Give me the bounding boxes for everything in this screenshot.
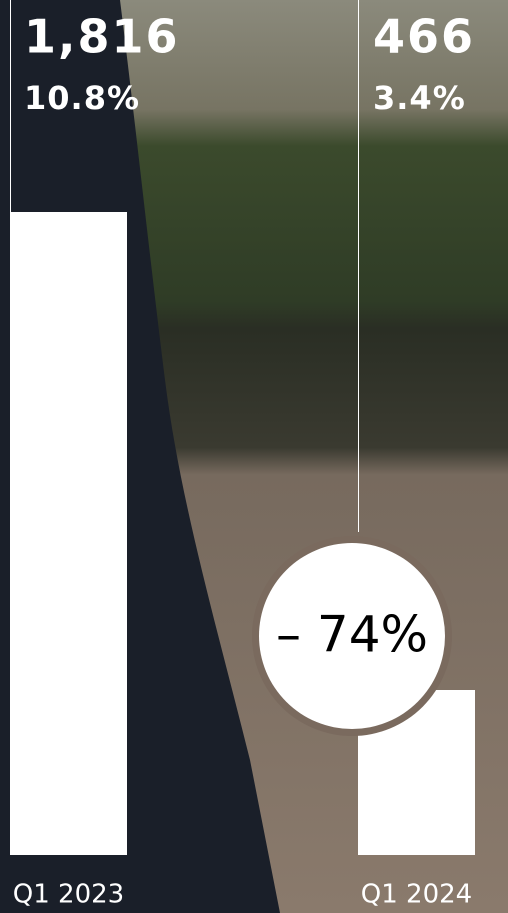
change-label: – 74% [276, 606, 428, 664]
x-tick-label: Q1 2023 [13, 880, 124, 910]
bar [10, 212, 127, 855]
share-label: 10.8% [24, 79, 140, 117]
value-label: 1,816 [24, 10, 180, 64]
share-label: 3.4% [373, 79, 466, 117]
page: 1,816 10.8% 466 3.4% – 74% Q1 2023 Q1 202… [0, 0, 508, 913]
value-label: 466 [373, 10, 475, 64]
chart: 1,816 10.8% 466 3.4% – 74% Q1 2023 Q1 202… [0, 0, 508, 913]
x-tick-label: Q1 2024 [361, 880, 472, 910]
